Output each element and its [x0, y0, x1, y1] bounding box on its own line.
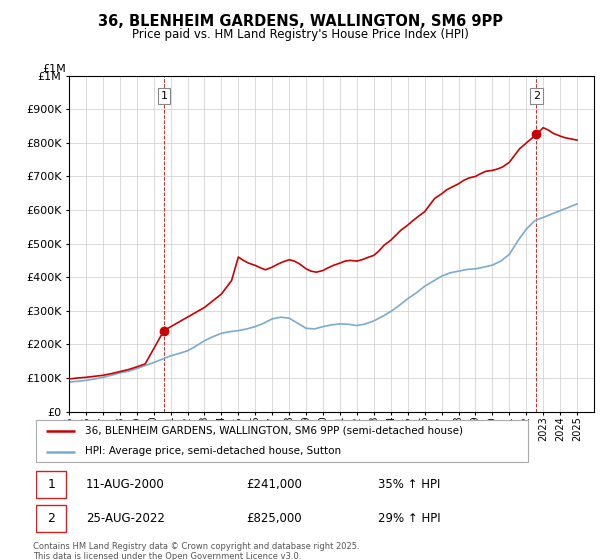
Text: £825,000: £825,000 [246, 512, 301, 525]
Text: 25-AUG-2022: 25-AUG-2022 [86, 512, 164, 525]
Text: HPI: Average price, semi-detached house, Sutton: HPI: Average price, semi-detached house,… [85, 446, 341, 456]
Text: Price paid vs. HM Land Registry's House Price Index (HPI): Price paid vs. HM Land Registry's House … [131, 28, 469, 41]
Text: Contains HM Land Registry data © Crown copyright and database right 2025.
This d: Contains HM Land Registry data © Crown c… [33, 542, 359, 560]
FancyBboxPatch shape [36, 420, 528, 462]
Text: 2: 2 [533, 91, 540, 101]
Text: 1: 1 [160, 91, 167, 101]
Text: 2: 2 [47, 512, 55, 525]
Text: £1M: £1M [43, 64, 67, 74]
Text: 1: 1 [47, 478, 55, 491]
Text: 29% ↑ HPI: 29% ↑ HPI [378, 512, 441, 525]
Text: 35% ↑ HPI: 35% ↑ HPI [378, 478, 440, 491]
Text: 36, BLENHEIM GARDENS, WALLINGTON, SM6 9PP: 36, BLENHEIM GARDENS, WALLINGTON, SM6 9P… [97, 14, 503, 29]
FancyBboxPatch shape [36, 505, 67, 532]
Text: 36, BLENHEIM GARDENS, WALLINGTON, SM6 9PP (semi-detached house): 36, BLENHEIM GARDENS, WALLINGTON, SM6 9P… [85, 426, 463, 436]
Text: £241,000: £241,000 [246, 478, 302, 491]
Text: 11-AUG-2000: 11-AUG-2000 [86, 478, 164, 491]
FancyBboxPatch shape [36, 471, 67, 498]
